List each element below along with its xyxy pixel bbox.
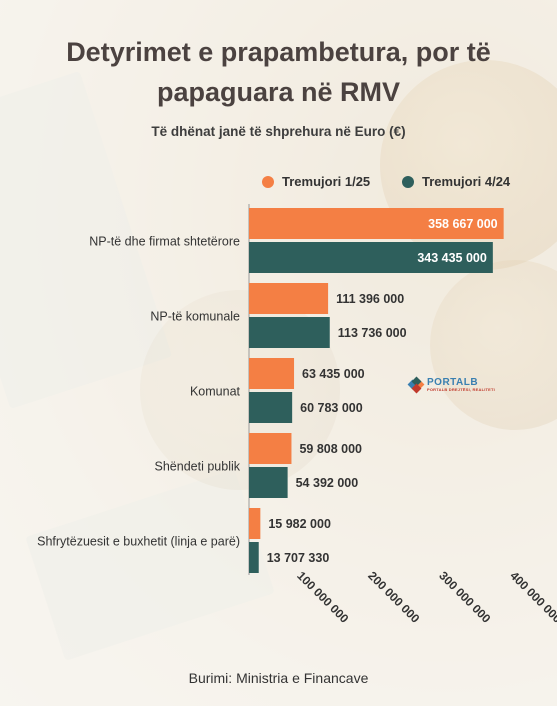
category-label: NP-të dhe firmat shtetërore [89, 235, 240, 249]
legend-item-series-2: Tremujori 4/24 [402, 174, 510, 189]
chart-title-line-1: Detyrimet e prapambetura, por të [66, 37, 491, 67]
bar [249, 208, 504, 239]
x-tick-label: 300 000 000 [436, 569, 493, 626]
bar-value-label: 54 392 000 [296, 476, 359, 490]
bar-value-label: 111 396 000 [336, 292, 404, 306]
logo-diamond-icon [407, 376, 425, 394]
bar-value-label: 113 736 000 [338, 326, 407, 340]
x-tick-label: 200 000 000 [365, 569, 422, 626]
bar [249, 317, 330, 348]
bar-value-label: 63 435 000 [302, 367, 365, 381]
chart-subtitle: Të dhënat janë të shprehura në Euro (€) [151, 124, 406, 139]
chart-title: Detyrimet e prapambetura, por të papagua… [0, 32, 557, 112]
legend-label-series-2: Tremujori 4/24 [422, 174, 511, 189]
category-label: Komunat [190, 385, 241, 399]
logo-name: PORTALB [427, 377, 479, 388]
bar-value-label: 60 783 000 [300, 401, 363, 415]
x-tick-label: 100 000 000 [294, 569, 351, 626]
source-note: Burimi: Ministria e Financave [188, 670, 369, 686]
category-label: Shëndeti publik [155, 460, 241, 474]
bar [249, 242, 493, 273]
bar [249, 433, 292, 464]
bar-value-label: 13 707 330 [267, 551, 330, 565]
logo-subtitle: PORTALB DREJTËSI, REALITETI [427, 387, 495, 392]
bar [249, 508, 261, 539]
category-label: Shfrytëzuesit e buxhetit (linja e parë) [37, 535, 240, 549]
bar [249, 467, 288, 498]
bar-value-label: 358 667 000 [428, 217, 498, 231]
bar [249, 358, 295, 389]
portalb-logo: PORTALB PORTALB DREJTËSI, REALITETI [407, 376, 495, 394]
legend-label-series-1: Tremujori 1/25 [282, 174, 371, 189]
category-label: NP-të komunale [150, 310, 240, 324]
bar-value-label: 343 435 000 [417, 251, 487, 265]
bar [249, 283, 329, 314]
chart-title-line-2: papaguara në RMV [156, 77, 401, 107]
bar [249, 392, 293, 423]
legend-swatch-series-1 [262, 175, 274, 188]
bar [249, 542, 259, 573]
legend-item-series-1: Tremujori 1/25 [262, 174, 370, 189]
legend-swatch-series-2 [402, 175, 414, 188]
x-tick-label: 400 000 000 [507, 569, 557, 626]
bar-value-label: 15 982 000 [268, 517, 331, 531]
bar-value-label: 59 808 000 [299, 442, 362, 456]
